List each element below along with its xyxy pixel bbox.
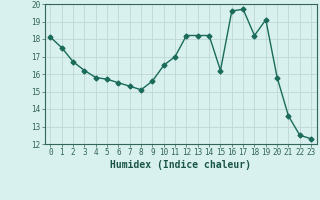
X-axis label: Humidex (Indice chaleur): Humidex (Indice chaleur) (110, 160, 251, 170)
